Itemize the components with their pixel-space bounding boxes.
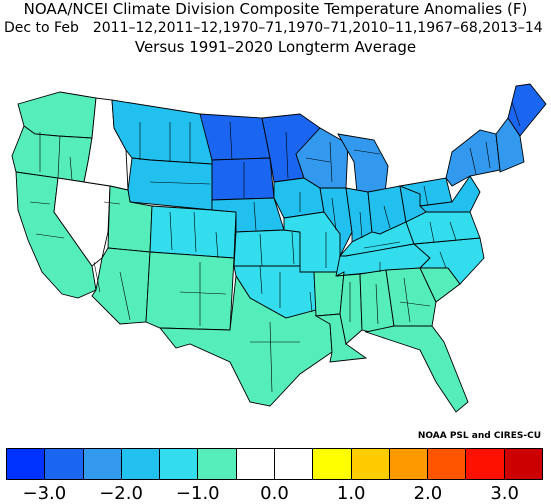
division-line (291, 231, 295, 265)
legend-swatch (504, 449, 542, 479)
division-line (149, 181, 211, 185)
legend-swatch (83, 449, 122, 479)
division-line (309, 291, 313, 313)
division-line (103, 201, 121, 205)
division-line (429, 221, 435, 243)
legend-tick-label: 3.0 (490, 483, 519, 504)
legend-swatch (351, 449, 390, 479)
region-co (149, 205, 237, 259)
division-line (375, 283, 379, 325)
region-wy (127, 157, 213, 211)
map-subtitle: Versus 1991–2020 Longterm Average (134, 38, 417, 56)
division-line (423, 185, 429, 207)
legend-swatch (198, 449, 237, 479)
division-line (331, 197, 337, 231)
region-ga (385, 267, 437, 327)
region-nj-md-de (419, 175, 481, 213)
region-ny (445, 129, 501, 187)
legend-tick-label: 2.0 (413, 483, 443, 504)
division-line (469, 147, 477, 175)
credit-label: NOAA PSL and CIRES-CU (417, 431, 541, 441)
division-line (193, 211, 197, 253)
region-nm (145, 251, 235, 331)
legend-swatch (466, 449, 505, 479)
years-label: 2011–12,2011–12,1970–71,1970–71,2010–11,… (92, 20, 543, 36)
division-boundaries (29, 101, 521, 393)
division-line (253, 201, 257, 231)
division-line (305, 157, 331, 163)
region-nc (412, 237, 485, 285)
division-line (29, 201, 51, 205)
division-line (353, 149, 381, 155)
legend-swatch (313, 449, 352, 479)
division-line (69, 156, 73, 181)
legend-colorbar (6, 448, 543, 480)
region-id (83, 97, 129, 191)
legend-swatch (7, 449, 46, 479)
legend-swatch (428, 449, 467, 479)
us-anomaly-map (11, 83, 547, 413)
legend-tick-label: −1.0 (175, 483, 220, 504)
region-ks (233, 229, 301, 267)
legend-tick-labels: −3.0 −2.0 −1.0 0.0 1.0 2.0 3.0 (0, 483, 551, 504)
division-line (119, 271, 131, 321)
legend-swatch (160, 449, 199, 479)
division-line (229, 121, 233, 161)
division-line (35, 233, 65, 239)
legend-tick-label: −3.0 (22, 483, 67, 504)
division-line (403, 277, 411, 323)
division-line (215, 231, 219, 259)
division-line (269, 321, 273, 393)
division-line (511, 101, 521, 127)
map-period: Dec to Feb 2011–12,2011–12,1970–71,1970–7… (4, 20, 543, 37)
division-line (57, 135, 61, 179)
legend-tick-label: 0.0 (260, 483, 289, 504)
legend-swatch (389, 449, 429, 479)
legend-tick-label: 1.0 (336, 483, 366, 504)
region-mt (111, 99, 213, 165)
region-fl (364, 325, 469, 413)
division-line (329, 141, 333, 183)
division-line (363, 241, 401, 249)
legend-swatch (236, 449, 275, 479)
division-line (285, 131, 289, 179)
division-line (179, 291, 227, 295)
division-line (169, 211, 173, 251)
legend-swatch (121, 449, 161, 479)
division-line (93, 261, 101, 293)
division-line (259, 233, 263, 267)
region-nd (199, 113, 271, 161)
legend-swatch (274, 449, 314, 479)
climate-division-shapes (11, 83, 547, 413)
division-line (399, 301, 431, 307)
legend-swatch (45, 449, 84, 479)
division-line (383, 205, 391, 229)
division-line (359, 211, 363, 239)
region-sd (211, 157, 275, 201)
division-line (485, 141, 491, 169)
region-me (507, 83, 547, 137)
division-line (449, 221, 457, 241)
legend-tick-label: −2.0 (99, 483, 143, 504)
division-line (259, 265, 263, 295)
map-title: NOAA/NCEI Climate Division Composite Tem… (23, 0, 528, 18)
division-line (439, 251, 447, 269)
season-label: Dec to Feb (4, 20, 79, 36)
